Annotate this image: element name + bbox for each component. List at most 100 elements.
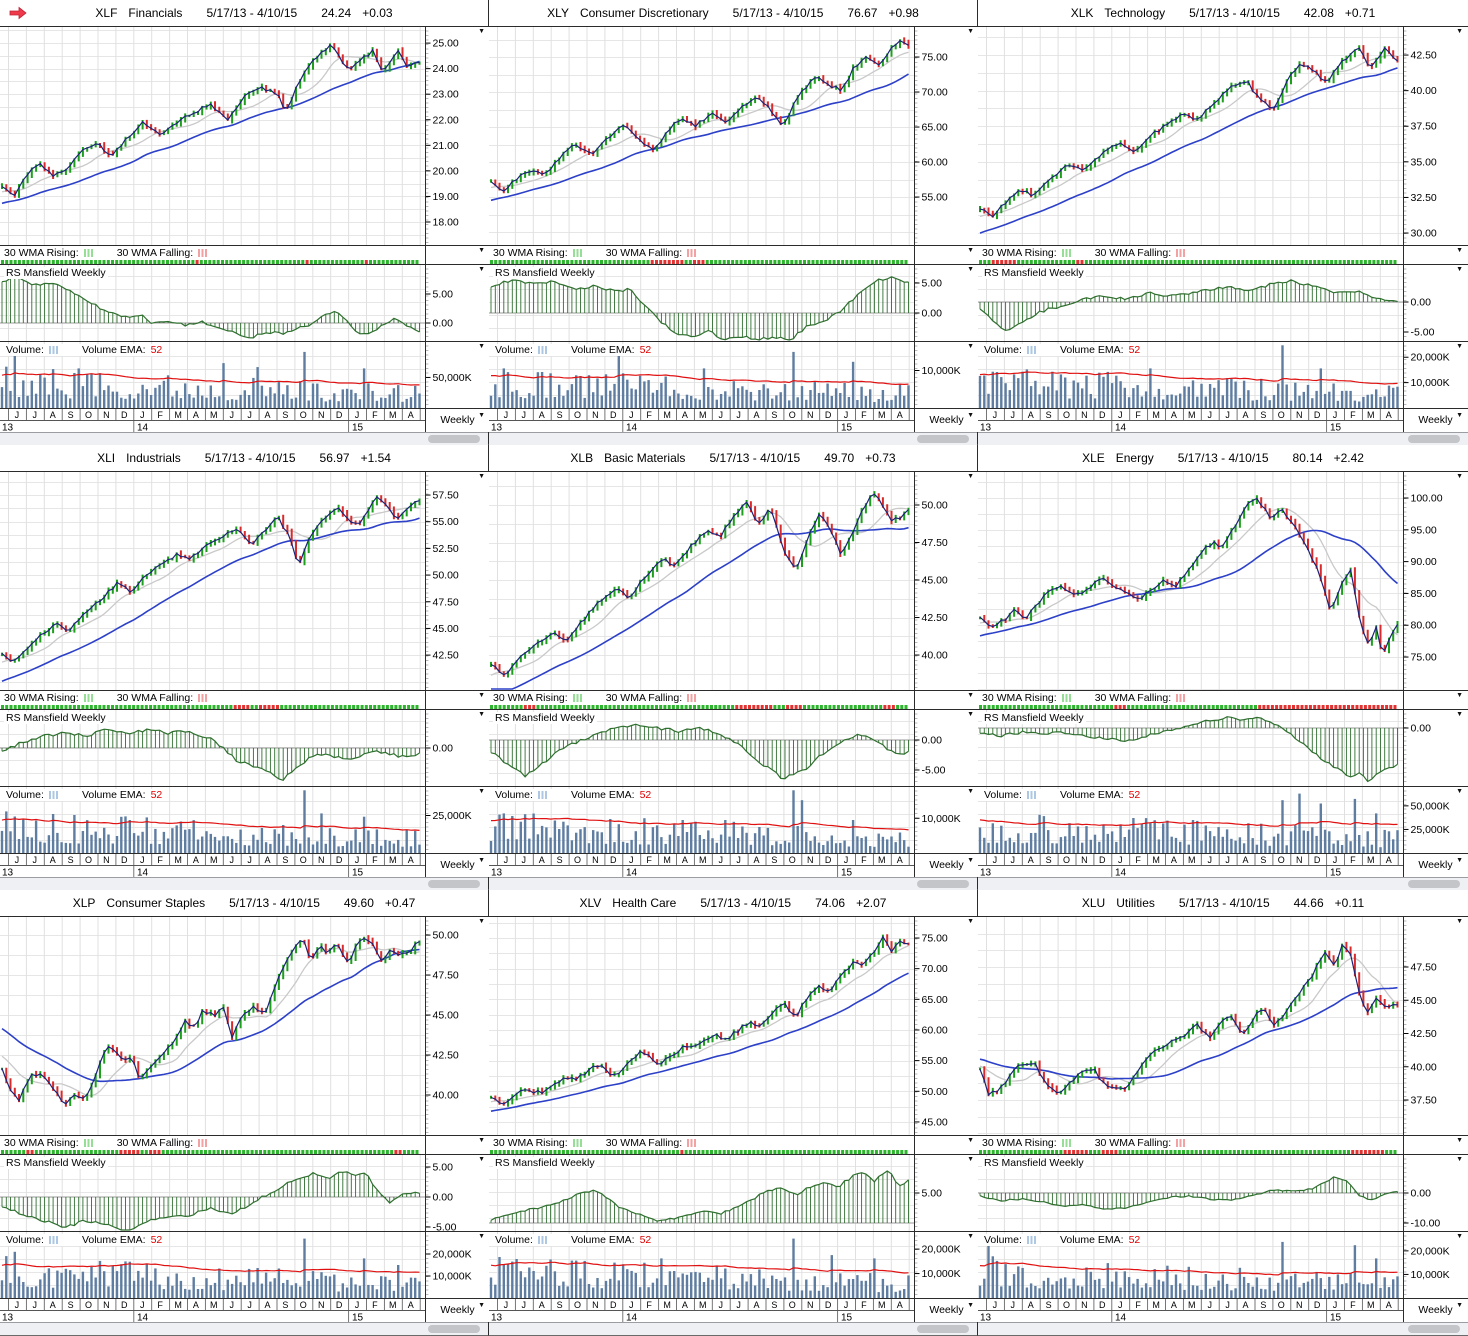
volume-pane-menu-arrow-icon[interactable]: ▼ [1456, 1233, 1463, 1240]
rs-axis[interactable]: 5.00 0.00 ▼ [425, 265, 489, 341]
price-pane-menu-arrow-icon[interactable]: ▼ [1456, 473, 1463, 480]
h-scrollbar-thumb[interactable] [1408, 880, 1460, 888]
volume-axis[interactable]: 50,000K 25,000K ▼ [1403, 787, 1467, 853]
h-scrollbar-thumb[interactable] [428, 1325, 480, 1333]
chart-header[interactable]: XLF Financials 5/17/13 - 4/10/15 24.24 +… [0, 0, 488, 27]
volume-axis[interactable]: 50,000K ▼ [425, 342, 489, 408]
price-pane-menu-arrow-icon[interactable]: ▼ [478, 918, 485, 925]
price-axis[interactable]: 57.50 55.00 52.50 50.00 47.50 45.00 42.50 ▼ [425, 472, 489, 690]
h-scrollbar-thumb[interactable] [428, 880, 480, 888]
rs-mansfield-plot[interactable] [978, 265, 1403, 341]
volume-axis[interactable]: 10,000K ▼ [914, 342, 978, 408]
chart-header[interactable]: XLB Basic Materials 5/17/13 - 4/10/15 49… [489, 445, 977, 472]
period-selector[interactable]: Weekly ▼ [914, 854, 978, 877]
volume-pane-menu-arrow-icon[interactable]: ▼ [967, 1233, 974, 1240]
h-scrollbar[interactable] [978, 877, 1468, 890]
h-scrollbar[interactable] [0, 432, 488, 445]
volume-plot[interactable] [489, 342, 914, 408]
volume-axis[interactable]: 20,000K 10,000K ▼ [425, 1232, 489, 1298]
h-scrollbar[interactable] [0, 877, 488, 890]
volume-pane-menu-arrow-icon[interactable]: ▼ [1456, 788, 1463, 795]
year-axis[interactable]: 13 14 15 [978, 1310, 1403, 1322]
year-axis[interactable]: 13 14 15 [489, 865, 914, 877]
h-scrollbar-thumb[interactable] [428, 435, 480, 443]
rs-axis[interactable]: 0.00 -5.00 ▼ [1403, 265, 1467, 341]
rs-axis[interactable]: 0.00 ▼ [425, 710, 489, 786]
volume-axis[interactable]: 20,000K 10,000K ▼ [1403, 342, 1467, 408]
price-axis[interactable]: 42.50 40.00 37.50 35.00 32.50 30.00 ▼ [1403, 27, 1467, 245]
period-menu-arrow-icon[interactable]: ▼ [1456, 1302, 1463, 1309]
chart-header[interactable]: XLP Consumer Staples 5/17/13 - 4/10/15 4… [0, 890, 488, 917]
year-axis[interactable]: 13 14 15 [0, 865, 425, 877]
price-axis[interactable]: 75.00 70.00 65.00 60.00 55.00 ▼ [914, 27, 978, 245]
price-plot[interactable] [489, 917, 914, 1135]
rs-pane-menu-arrow-icon[interactable]: ▼ [478, 711, 485, 718]
period-selector[interactable]: Weekly ▼ [1403, 1299, 1467, 1322]
rs-pane-menu-arrow-icon[interactable]: ▼ [478, 266, 485, 273]
price-plot[interactable] [978, 27, 1403, 245]
h-scrollbar[interactable] [978, 432, 1468, 445]
year-axis[interactable]: 13 14 15 [0, 420, 425, 432]
period-menu-arrow-icon[interactable]: ▼ [1456, 412, 1463, 419]
volume-plot[interactable] [978, 1232, 1403, 1298]
rs-pane-menu-arrow-icon[interactable]: ▼ [1456, 266, 1463, 273]
h-scrollbar-thumb[interactable] [917, 435, 969, 443]
price-axis[interactable]: 50.00 47.50 45.00 42.50 40.00 ▼ [425, 917, 489, 1135]
h-scrollbar[interactable] [489, 1322, 977, 1335]
volume-pane-menu-arrow-icon[interactable]: ▼ [967, 343, 974, 350]
period-menu-arrow-icon[interactable]: ▼ [478, 412, 485, 419]
rs-mansfield-plot[interactable] [0, 265, 425, 341]
price-plot[interactable] [978, 917, 1403, 1135]
price-pane-menu-arrow-icon[interactable]: ▼ [967, 918, 974, 925]
h-scrollbar-thumb[interactable] [1408, 435, 1460, 443]
volume-plot[interactable] [489, 1232, 914, 1298]
rs-axis[interactable]: 0.00 ▼ [1403, 710, 1467, 786]
wma-strip-menu-arrow-icon[interactable]: ▼ [1456, 692, 1463, 699]
h-scrollbar[interactable] [489, 877, 977, 890]
price-plot[interactable] [489, 27, 914, 245]
volume-pane-menu-arrow-icon[interactable]: ▼ [1456, 343, 1463, 350]
price-axis[interactable]: 25.00 24.00 23.00 22.00 21.00 20.00 19.00 18.00… [425, 27, 489, 245]
rs-pane-menu-arrow-icon[interactable]: ▼ [967, 711, 974, 718]
period-selector[interactable]: Weekly ▼ [1403, 854, 1467, 877]
price-pane-menu-arrow-icon[interactable]: ▼ [1456, 28, 1463, 35]
rs-axis[interactable]: 5.00 0.00 -5.00 ▼ [425, 1155, 489, 1233]
price-axis[interactable]: 75.00 70.00 65.00 60.00 55.00 50.00 45.00 ▼ [914, 917, 978, 1135]
chart-header[interactable]: XLU Utilities 5/17/13 - 4/10/15 44.66 +0… [978, 890, 1468, 917]
price-axis[interactable]: 47.50 45.00 42.50 40.00 37.50 ▼ [1403, 917, 1467, 1135]
price-axis[interactable]: 100.00 95.00 90.00 85.00 80.00 75.00 ▼ [1403, 472, 1467, 690]
wma-strip-menu-arrow-icon[interactable]: ▼ [1456, 1137, 1463, 1144]
wma-strip-menu-arrow-icon[interactable]: ▼ [967, 247, 974, 254]
wma-strip-menu-arrow-icon[interactable]: ▼ [1456, 247, 1463, 254]
volume-plot[interactable] [978, 342, 1403, 408]
wma-strip-menu-arrow-icon[interactable]: ▼ [478, 692, 485, 699]
h-scrollbar[interactable] [978, 1322, 1468, 1335]
period-menu-arrow-icon[interactable]: ▼ [1456, 857, 1463, 864]
volume-pane-menu-arrow-icon[interactable]: ▼ [478, 788, 485, 795]
year-axis[interactable]: 13 14 15 [0, 1310, 425, 1322]
volume-axis[interactable]: 25,000K ▼ [425, 787, 489, 853]
h-scrollbar-thumb[interactable] [917, 880, 969, 888]
rs-mansfield-plot[interactable] [978, 710, 1403, 786]
period-menu-arrow-icon[interactable]: ▼ [478, 857, 485, 864]
rs-axis[interactable]: 5.00 0.00 ▼ [914, 265, 978, 341]
h-scrollbar-thumb[interactable] [917, 1325, 969, 1333]
period-selector[interactable]: Weekly ▼ [425, 1299, 489, 1322]
h-scrollbar[interactable] [489, 432, 977, 445]
year-axis[interactable]: 13 14 15 [978, 420, 1403, 432]
period-selector[interactable]: Weekly ▼ [425, 409, 489, 432]
volume-plot[interactable] [489, 787, 914, 853]
chart-header[interactable]: XLV Health Care 5/17/13 - 4/10/15 74.06 … [489, 890, 977, 917]
year-axis[interactable]: 13 14 15 [978, 865, 1403, 877]
period-selector[interactable]: Weekly ▼ [914, 1299, 978, 1322]
rs-pane-menu-arrow-icon[interactable]: ▼ [967, 266, 974, 273]
price-axis[interactable]: 50.00 47.50 45.00 42.50 40.00 ▼ [914, 472, 978, 690]
